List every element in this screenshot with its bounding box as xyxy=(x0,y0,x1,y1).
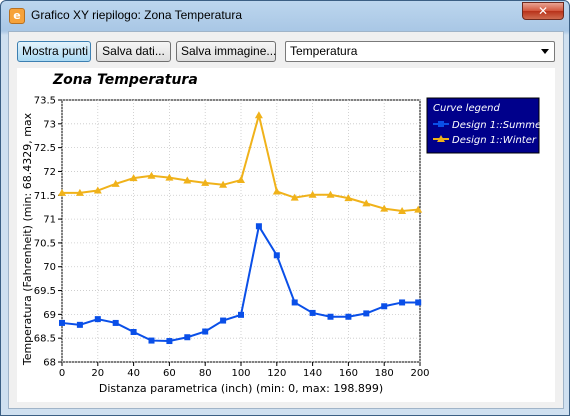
y-tick-label: 72.5 xyxy=(34,143,56,154)
window-title: Grafico XY riepilogo: Zona Temperatura xyxy=(31,8,243,22)
x-tick-label: 120 xyxy=(267,368,286,379)
data-point-2 xyxy=(272,187,281,195)
y-tick-label: 68.5 xyxy=(34,334,56,345)
x-tick-label: 100 xyxy=(231,368,250,379)
data-point-1 xyxy=(184,334,191,341)
y-tick-label: 70 xyxy=(43,262,56,273)
data-point-1 xyxy=(202,328,209,335)
y-tick-label: 73.5 xyxy=(34,96,56,107)
data-point-1 xyxy=(399,299,406,306)
data-point-2 xyxy=(326,190,335,198)
y-tick-label: 69.5 xyxy=(34,286,56,297)
data-point-2 xyxy=(165,173,174,181)
data-point-2 xyxy=(201,178,210,186)
data-point-1 xyxy=(112,319,119,326)
data-point-1 xyxy=(345,313,352,320)
data-point-2 xyxy=(129,174,138,182)
legend-title: Curve legend xyxy=(433,103,500,114)
data-point-2 xyxy=(254,111,263,119)
data-point-2 xyxy=(414,205,423,213)
y-tick-label: 73 xyxy=(43,119,56,130)
x-tick-label: 60 xyxy=(163,368,176,379)
data-point-1 xyxy=(76,321,83,328)
data-point-1 xyxy=(59,319,65,326)
data-point-1 xyxy=(220,317,227,324)
xy-chart: Zona Temperatura 0 20 40 60 80 100 120 140 160 180… xyxy=(21,72,546,395)
client-area: Mostra punti Salva dati... Salva immagin… xyxy=(8,31,564,409)
data-point-2 xyxy=(75,188,84,196)
y-tick-label: 72 xyxy=(43,167,56,178)
y-tick-label: 69 xyxy=(43,310,56,321)
data-point-1 xyxy=(309,309,316,316)
data-point-1 xyxy=(238,311,244,318)
x-tick-label: 20 xyxy=(91,368,104,379)
data-point-1 xyxy=(255,223,262,230)
data-point-2 xyxy=(362,199,371,207)
legend-entry: Design 1::Summer xyxy=(452,120,546,131)
legend-box xyxy=(426,97,540,154)
quantity-select[interactable]: Temperatura xyxy=(285,41,555,62)
x-tick-label: 140 xyxy=(303,368,322,379)
data-point-2 xyxy=(58,188,66,196)
data-point-1 xyxy=(94,316,101,323)
title-bar[interactable]: e Grafico XY riepilogo: Zona Temperatura… xyxy=(1,1,571,31)
x-tick-label: 40 xyxy=(127,368,140,379)
data-point-1 xyxy=(291,299,298,306)
chart-title: Zona Temperatura xyxy=(52,72,198,88)
data-point-2 xyxy=(398,206,407,214)
legend-marker xyxy=(437,135,445,142)
save-data-button[interactable]: Salva dati... xyxy=(96,41,171,62)
data-point-2 xyxy=(147,171,156,179)
data-point-1 xyxy=(273,252,280,259)
plot-frame xyxy=(61,99,421,363)
data-point-1 xyxy=(327,313,334,320)
legend-entry: Design 1::Winter xyxy=(452,135,537,146)
legend-marker xyxy=(438,121,444,127)
data-point-2 xyxy=(219,180,228,188)
data-point-2 xyxy=(237,176,245,184)
data-point-2 xyxy=(183,176,192,184)
ansys-app-icon: e xyxy=(9,8,25,24)
x-axis-label: Distanza parametrica (inch) (min: 0, max… xyxy=(99,382,383,395)
data-point-2 xyxy=(380,204,389,212)
y-tick-label: 70.5 xyxy=(34,238,56,249)
x-tick-label: 0 xyxy=(59,368,65,379)
data-point-2 xyxy=(111,179,120,187)
data-point-1 xyxy=(166,338,173,345)
close-button[interactable]: ✕ xyxy=(522,2,564,20)
plot-area: Zona Temperatura 0 20 40 60 80 100 120 140 160 180… xyxy=(17,68,555,402)
x-tick-label: 180 xyxy=(375,368,394,379)
x-tick-label: 80 xyxy=(199,368,212,379)
data-point-2 xyxy=(344,194,353,202)
quantity-select-value: Temperatura xyxy=(290,44,358,58)
y-axis-label: Temperatura (Fahrenheit) (min: 68.4329, … xyxy=(21,112,34,366)
data-point-2 xyxy=(290,193,299,201)
chevron-down-icon xyxy=(541,49,549,54)
y-tick-label: 68 xyxy=(43,358,56,369)
show-points-button[interactable]: Mostra punti xyxy=(17,41,91,62)
x-tick-label: 160 xyxy=(339,368,358,379)
save-image-button[interactable]: Salva immagine... xyxy=(176,41,276,62)
x-tick-label: 200 xyxy=(410,368,429,379)
data-point-1 xyxy=(130,328,137,335)
data-point-1 xyxy=(381,303,388,310)
y-tick-label: 71 xyxy=(43,215,56,226)
data-point-1 xyxy=(415,299,422,306)
y-tick-label: 71.5 xyxy=(34,191,56,202)
data-point-1 xyxy=(148,337,155,344)
data-point-2 xyxy=(93,186,102,194)
data-point-2 xyxy=(308,190,317,198)
data-point-1 xyxy=(363,310,370,317)
